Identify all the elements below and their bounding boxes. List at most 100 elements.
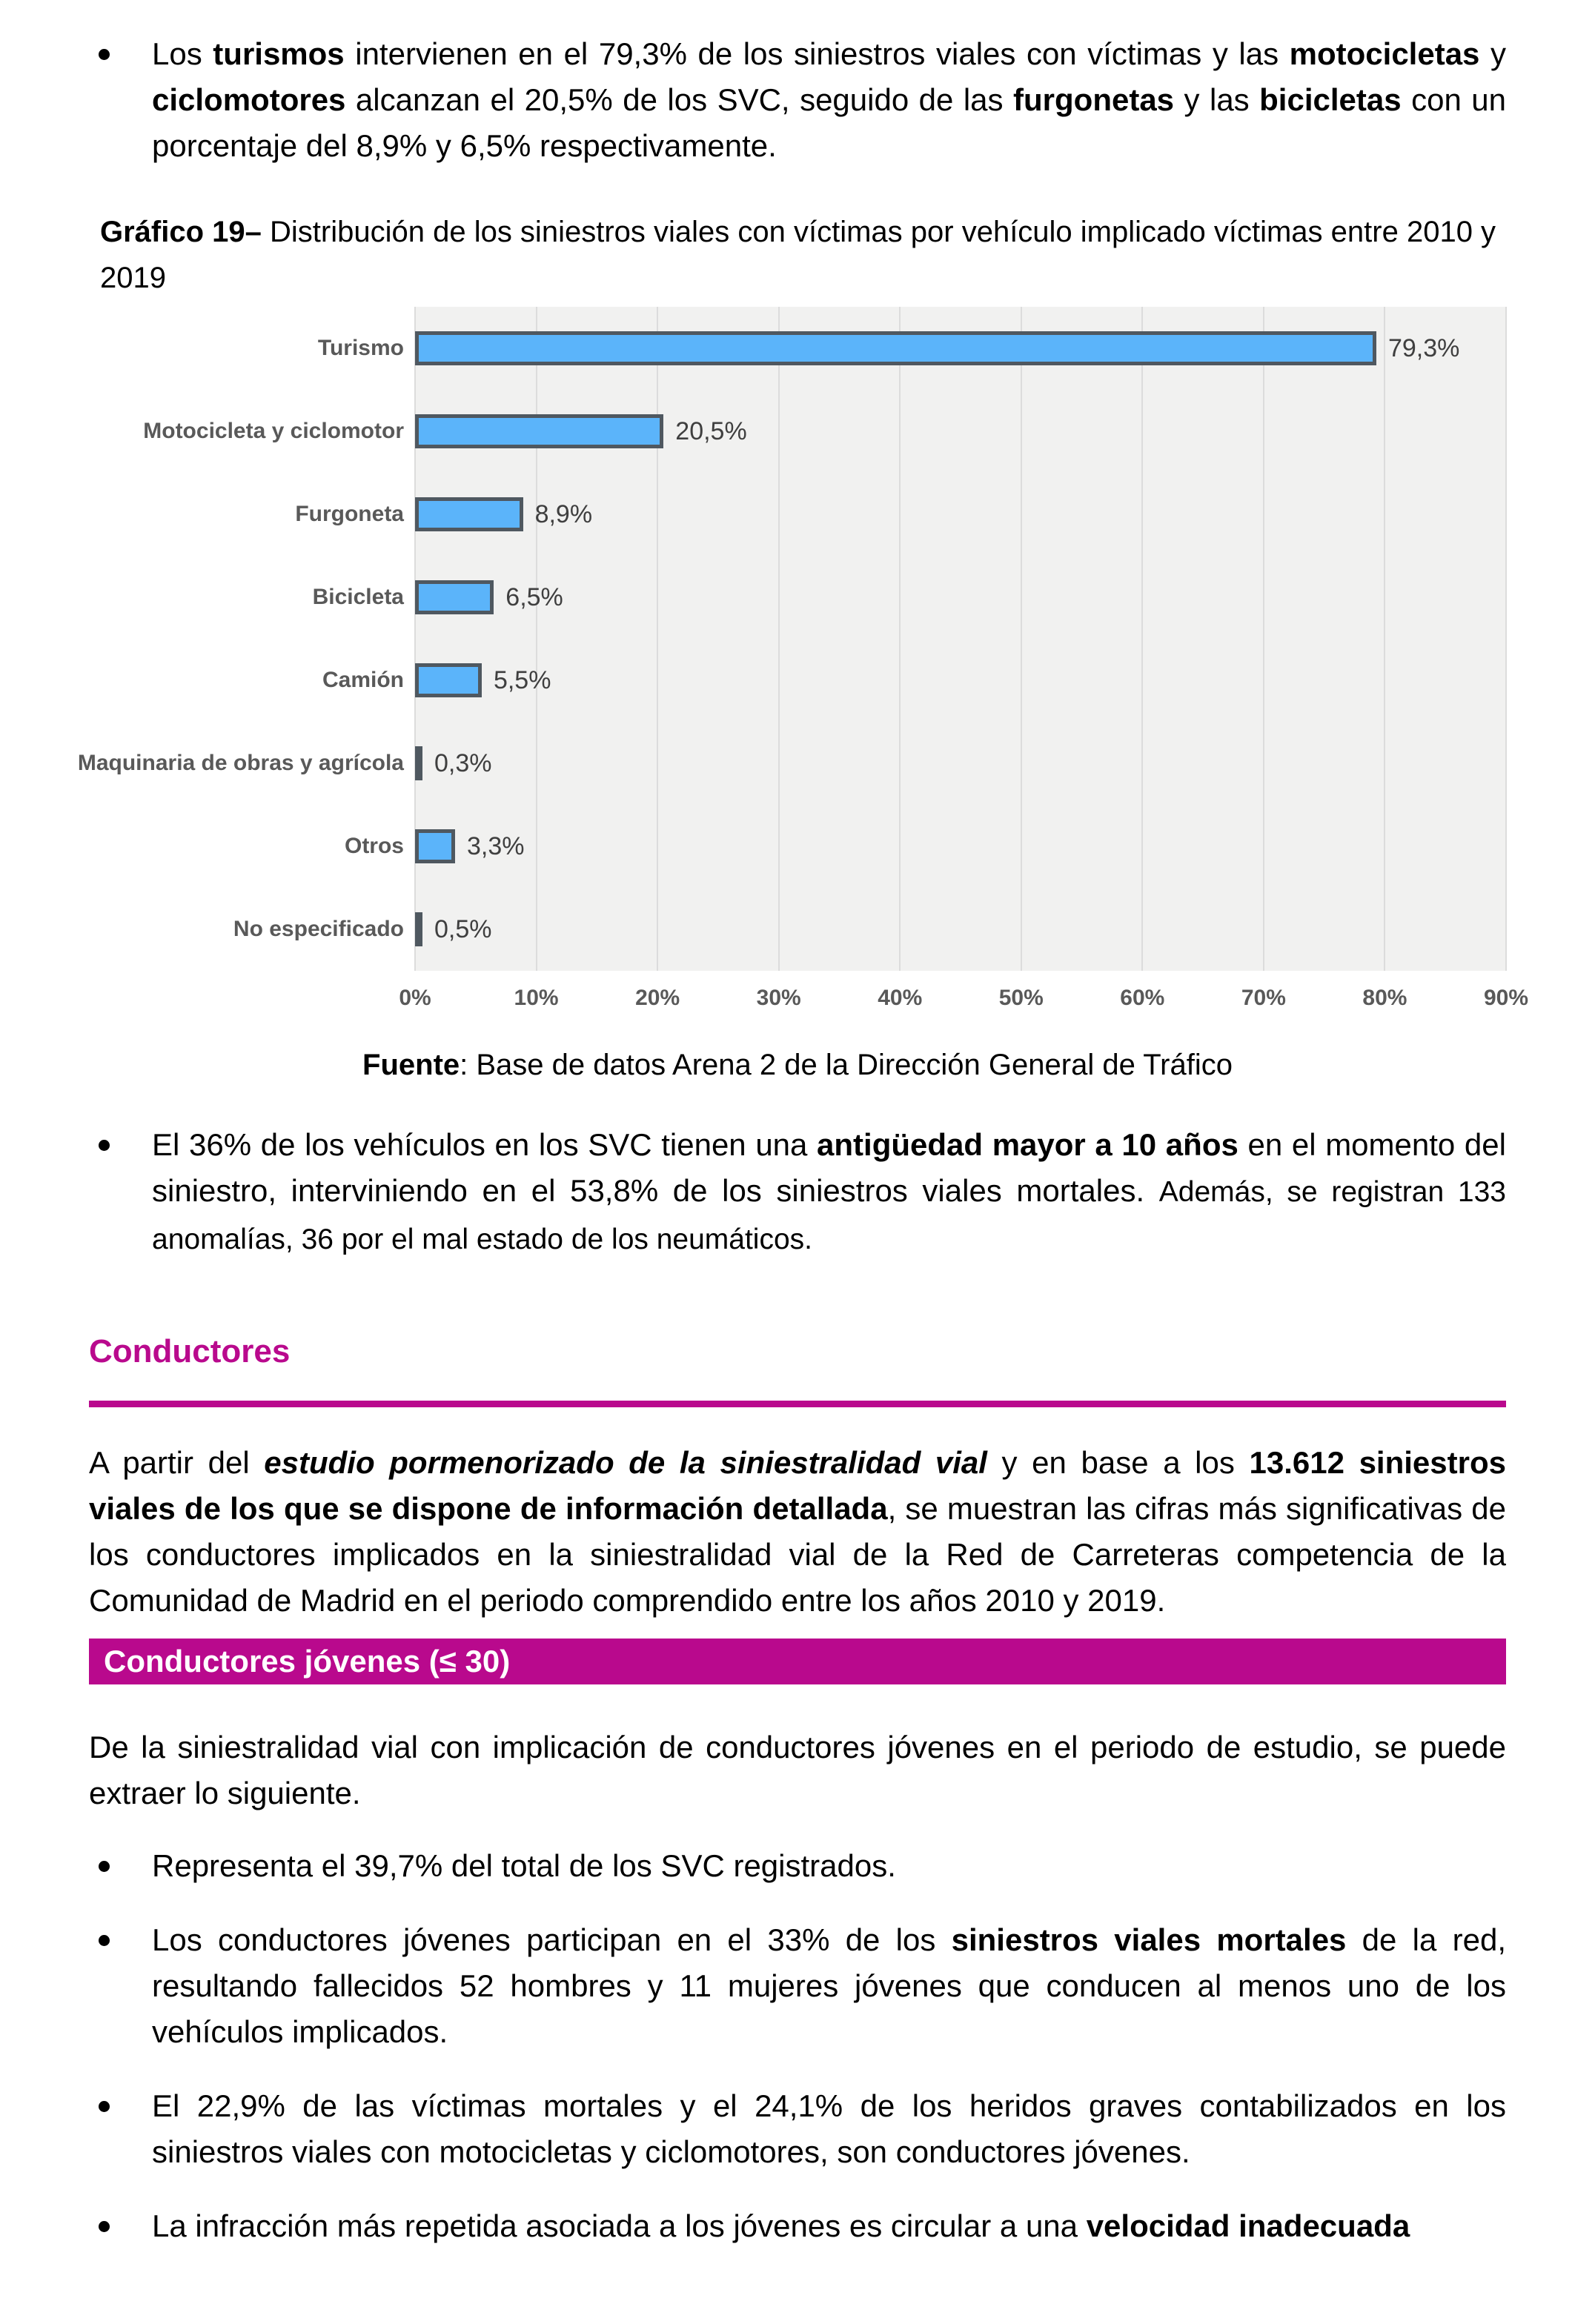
bullet-jovenes-victimas: El 22,9% de las víctimas mortales y el 2…	[89, 2083, 1506, 2175]
gridline	[657, 307, 659, 971]
chart-bar-value: 5,5%	[493, 665, 551, 694]
chart-category-label: Otros	[344, 834, 404, 858]
chart-bar-row: 6,5%	[415, 556, 1506, 639]
bullet-vehicle-distribution: Los turismos intervienen en el 79,3% de …	[89, 31, 1506, 169]
bullet-dot	[99, 2221, 110, 2232]
chart-bar	[415, 663, 482, 697]
text-run: Además, se registran 133 anomalías, 36 p…	[152, 1176, 1506, 1255]
chart-title: Gráfico 19– Distribución de los siniestr…	[100, 209, 1506, 301]
chart-category-label: Maquinaria de obras y agrícola	[77, 751, 404, 775]
chart-source-note: Fuente: Base de datos Arena 2 de la Dire…	[89, 1042, 1506, 1088]
text-run: : Base de datos Arena 2 de la Dirección …	[460, 1049, 1233, 1081]
text-run: Gráfico 19–	[100, 216, 262, 248]
gridline	[1141, 307, 1144, 971]
chart-bar-value: 0,5%	[434, 914, 492, 943]
chart-bar-row: 8,9%	[415, 473, 1506, 556]
chart-category-label: Turismo	[317, 336, 404, 360]
banner-conductores-jovenes: Conductores jóvenes (≤ 30)	[89, 1639, 1506, 1684]
text-run: con un porcentaje del 8,9% y 6,5% respec…	[152, 82, 1506, 163]
text-run: turismos	[213, 36, 345, 71]
gridline	[777, 307, 780, 971]
chart-bar-value: 0,3%	[434, 748, 492, 777]
text-run: siniestros viales mortales	[951, 1922, 1347, 1957]
x-tick-label: 30%	[756, 986, 801, 1010]
text-run: De la siniestralidad vial con implicació…	[89, 1730, 1506, 1810]
text-run: bicicletas	[1259, 82, 1402, 117]
section-heading-conductores: Conductores	[89, 1333, 291, 1370]
bullet-jovenes-mortales: Los conductores jóvenes participan en el…	[89, 1917, 1506, 2055]
chart-bar	[415, 331, 1376, 365]
chart-bar	[415, 746, 422, 780]
chart-category-label: Bicicleta	[312, 585, 404, 609]
x-tick-label: 10%	[514, 986, 559, 1010]
chart-bar-value: 3,3%	[466, 831, 525, 860]
gridline	[899, 307, 901, 971]
gridline	[1384, 307, 1386, 971]
bullet-dot	[99, 1935, 110, 1946]
bullet-jovenes-svc: Representa el 39,7% del total de los SVC…	[89, 1843, 1506, 1889]
text-run: alcanzan el 20,5% de los SVC, seguido de…	[345, 82, 1014, 117]
bullet-dot	[99, 2101, 110, 2112]
bullet-jovenes-svc-text: Representa el 39,7% del total de los SVC…	[152, 1848, 896, 1883]
bullet-jovenes-victimas-text: El 22,9% de las víctimas mortales y el 2…	[152, 2088, 1506, 2169]
text-run: Los	[152, 36, 213, 71]
text-run: furgonetas	[1013, 82, 1175, 117]
bullet-jovenes-mortales-text: Los conductores jóvenes participan en el…	[152, 1922, 1506, 2049]
chart-bar-row: 3,3%	[415, 805, 1506, 888]
gridline	[1262, 307, 1264, 971]
paragraph-jovenes-intro: De la siniestralidad vial con implicació…	[89, 1724, 1506, 1816]
chart-bar-row: 79,3%	[415, 307, 1506, 390]
chart-bar	[415, 580, 494, 614]
bullet-vehicle-age: El 36% de los vehículos en los SVC tiene…	[89, 1122, 1506, 1263]
text-run: y en base a los	[986, 1445, 1250, 1480]
chart-bar-row: 0,3%	[415, 722, 1506, 805]
text-run: en el momento del siniestro, intervinien…	[152, 1127, 1506, 1208]
x-tick-label: 0%	[399, 986, 431, 1010]
text-run: , se muestran las cifras más significati…	[89, 1491, 1506, 1618]
chart-bar-value: 6,5%	[505, 582, 563, 611]
chart-category-label: Camión	[322, 668, 404, 692]
bullet-jovenes-infraccion-text: La infracción más repetida asociada a lo…	[152, 2208, 1410, 2243]
text-run: antigüedad mayor a 10 años	[817, 1127, 1238, 1162]
text-run: Distribución de los siniestros viales co…	[100, 216, 1496, 294]
chart-bar-row: 5,5%	[415, 639, 1506, 722]
text-run: estudio pormenorizado de la siniestralid…	[264, 1445, 987, 1480]
chart-bar-value: 20,5%	[675, 416, 747, 445]
chart-bar	[415, 829, 455, 863]
text-run: intervienen en el 79,3% de los siniestro…	[344, 36, 1290, 71]
x-tick-label: 40%	[878, 986, 923, 1010]
bar-chart: Turismo Motocicleta y ciclomotor Furgoneta…	[77, 307, 1507, 971]
chart-category-label: No especificado	[233, 917, 404, 941]
chart-bar	[415, 497, 523, 531]
chart-plot-area: 79,3% 20,5% 8,9% 6,5% 5,5% 0,3% 3,3% 0,5%	[414, 307, 1507, 971]
chart-bar	[415, 414, 664, 448]
text-run: y las	[1174, 82, 1260, 117]
chart-category-label: Furgoneta	[295, 502, 404, 526]
gridline	[535, 307, 537, 971]
chart-bar-row: 20,5%	[415, 390, 1506, 473]
x-tick-label: 20%	[635, 986, 680, 1010]
x-tick-label: 50%	[998, 986, 1044, 1010]
text-run: Representa el 39,7% del total de los SVC…	[152, 1848, 896, 1883]
gridline	[414, 307, 416, 971]
x-tick-label: 80%	[1362, 986, 1407, 1010]
text-run: La infracción más repetida asociada a lo…	[152, 2208, 1087, 2243]
chart-bar-value: 79,3%	[1387, 333, 1460, 362]
chart-x-axis: 0% 10% 20% 30% 40% 50% 60% 70% 80% 90%	[399, 971, 1528, 1030]
section-divider-rule	[89, 1401, 1506, 1407]
gridline	[1505, 307, 1507, 971]
text-run: Los conductores jóvenes participan en el…	[152, 1922, 952, 1957]
x-tick-label: 60%	[1120, 986, 1165, 1010]
text-run: y	[1479, 36, 1506, 71]
bullet-dot	[99, 1861, 110, 1872]
x-tick-label: 70%	[1241, 986, 1286, 1010]
text-run: ciclomotores	[152, 82, 346, 117]
bullet-jovenes-infraccion: La infracción más repetida asociada a lo…	[89, 2203, 1506, 2249]
text-run: A partir del	[89, 1445, 265, 1480]
text-run: de la red, resultando fallecidos 52 homb…	[152, 1922, 1506, 2049]
x-tick-label: 90%	[1483, 986, 1529, 1010]
chart-bar	[415, 912, 422, 946]
bullet-vehicle-distribution-text: Los turismos intervienen en el 79,3% de …	[152, 36, 1506, 163]
chart-bar-value: 8,9%	[534, 499, 593, 528]
